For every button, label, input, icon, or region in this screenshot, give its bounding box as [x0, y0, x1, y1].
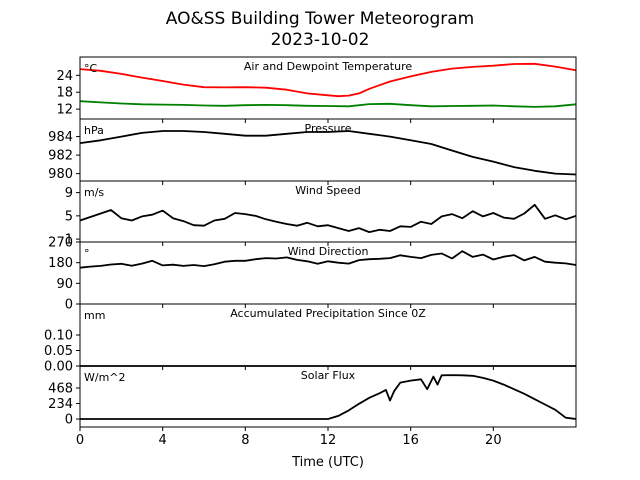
- temperature-series-line-1: [79, 100, 577, 108]
- panel-pressure: 980 982 984 Pressure hPa: [48, 118, 577, 185]
- wind_direction-unit-label: °: [84, 247, 90, 260]
- precipitation-ytick-label-1: 0.05: [44, 344, 73, 359]
- x-axis-label: Time (UTC): [291, 455, 364, 470]
- solar_flux-series-line-0: [80, 374, 577, 420]
- pressure-ytick-label-1: 982: [48, 149, 73, 164]
- wind_speed-unit-label: m/s: [84, 186, 104, 199]
- temperature-panel-title: Air and Dewpoint Temperature: [244, 60, 412, 73]
- wind_speed-panel-title: Wind Speed: [295, 184, 361, 197]
- precipitation-ytick-label-2: 0.10: [44, 329, 73, 344]
- panel-temperature: 12 18 24 Air and Dewpoint Temperature °C: [56, 56, 577, 123]
- wind_speed-ytick-label-2: 9: [65, 186, 73, 201]
- wind_speed-ytick-label-0: 1: [65, 233, 73, 248]
- panel-precipitation: 0.000.050.10 Accumulated Precipitation Si…: [44, 303, 577, 375]
- solar_flux-ytick-label-1: 234: [48, 397, 73, 412]
- wind_direction-series-line-0: [79, 250, 577, 269]
- temperature-unit-label: °C: [84, 62, 98, 75]
- precipitation-panel-title: Accumulated Precipitation Since 0Z: [230, 307, 426, 320]
- pressure-panel-title: Pressure: [305, 122, 352, 135]
- solar_flux-panel-title: Solar Flux: [301, 369, 356, 382]
- temperature-ytick-label-2: 24: [56, 69, 73, 84]
- solar_flux-unit-label: W/m^2: [84, 371, 126, 384]
- precipitation-unit-label: mm: [84, 309, 105, 322]
- pressure-ytick-label-2: 984: [48, 130, 73, 145]
- x-tick-label-5: 20: [485, 433, 502, 448]
- temperature-series-line-0: [79, 62, 577, 98]
- temperature-ytick-label-1: 18: [56, 86, 73, 101]
- pressure-ytick-label-0: 980: [48, 167, 73, 182]
- chart-title-line1: AO&SS Building Tower Meteorogram: [166, 9, 474, 29]
- wind_direction-ytick-label-1: 90: [56, 277, 73, 292]
- wind_direction-ytick-label-0: 0: [65, 298, 73, 313]
- precipitation-ytick-label-0: 0.00: [44, 360, 73, 375]
- x-tick-label-4: 16: [402, 433, 419, 448]
- x-tick-label-1: 4: [159, 433, 167, 448]
- wind_speed-series-line-0: [79, 203, 577, 234]
- temperature-ytick-label-0: 12: [56, 103, 73, 118]
- solar_flux-ytick-label-2: 468: [48, 382, 73, 397]
- panel-wind_direction: 0 90 180 270 Wind Direction °: [48, 236, 577, 313]
- wind_direction-panel-title: Wind Direction: [288, 245, 369, 258]
- panel-wind_speed: 1 5 9 Wind Speed m/s: [65, 180, 577, 248]
- x-axis: 0 4 8 12 16 20: [76, 433, 502, 448]
- wind_direction-ytick-label-3: 270: [48, 236, 73, 251]
- pressure-unit-label: hPa: [84, 124, 104, 137]
- x-tick-label-2: 8: [241, 433, 249, 448]
- x-tick-label-3: 12: [320, 433, 337, 448]
- wind_direction-ytick-label-2: 180: [48, 256, 73, 271]
- chart-title-line2: 2023-10-02: [271, 30, 370, 50]
- x-tick-label-0: 0: [76, 433, 84, 448]
- pressure-series-line-0: [79, 130, 577, 176]
- solar_flux-ytick-label-0: 0: [65, 413, 73, 428]
- wind_speed-ytick-label-1: 5: [65, 209, 73, 224]
